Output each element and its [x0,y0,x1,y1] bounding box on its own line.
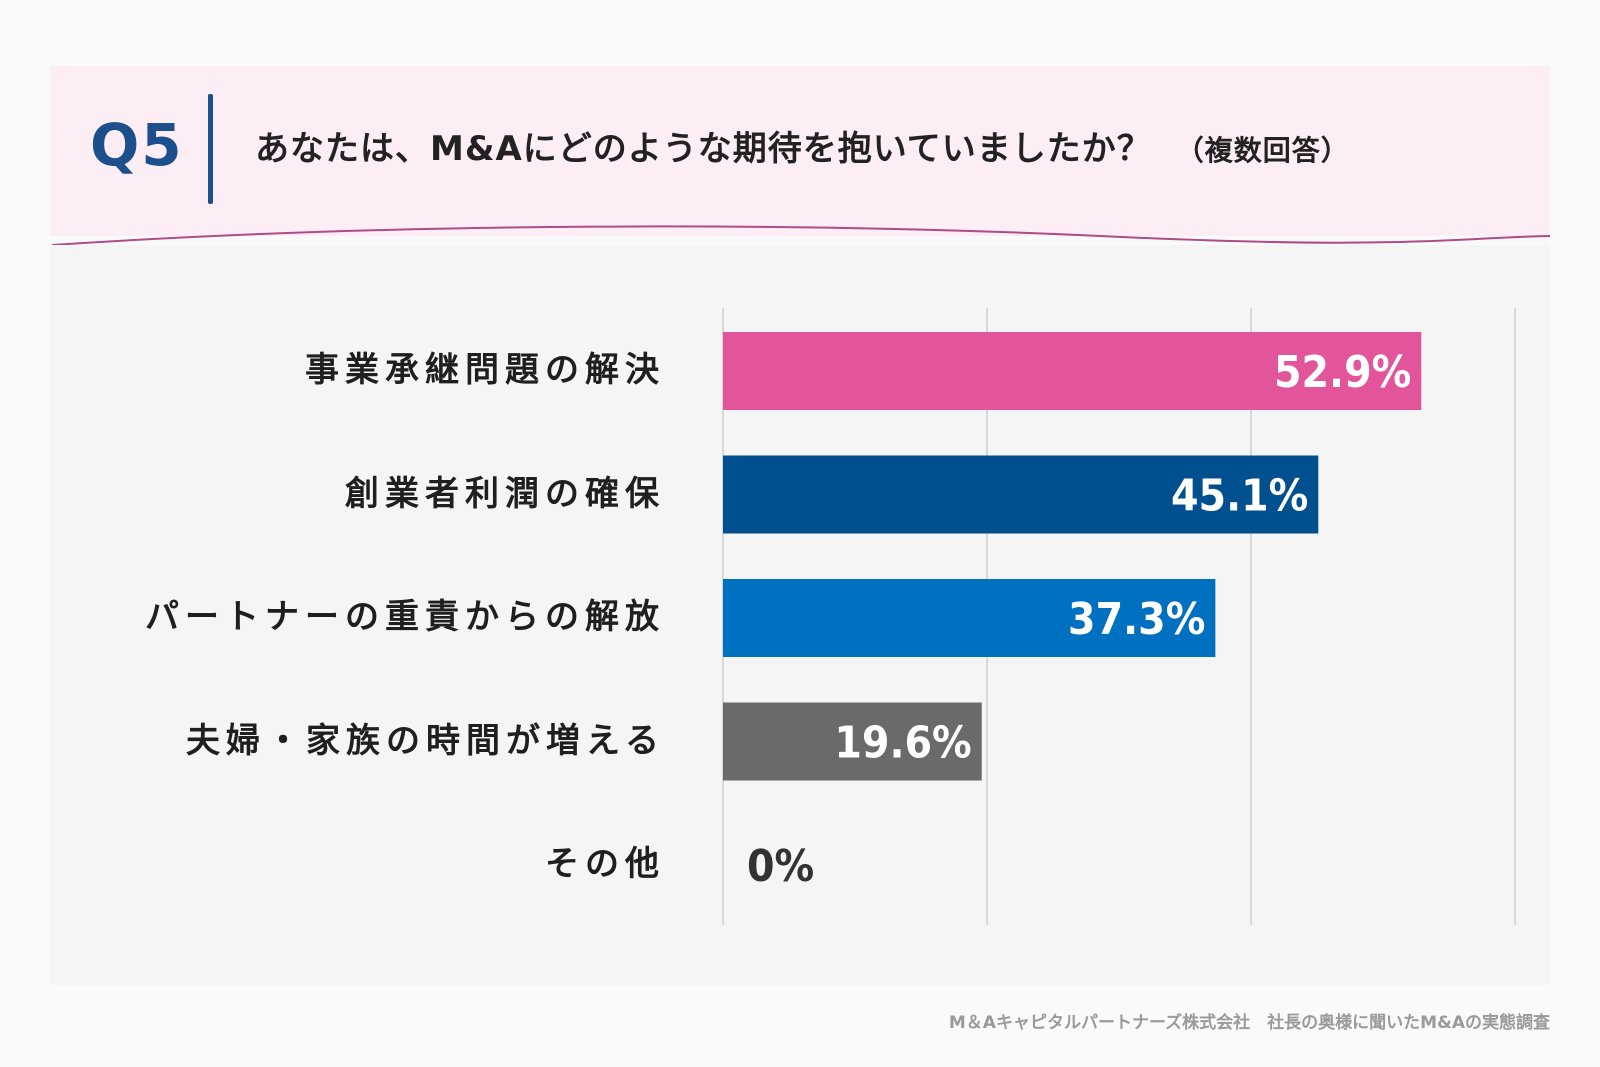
bar-value-label: 37.3% [1068,594,1205,645]
header-wave-line [51,225,1551,246]
category-label: 創業者利潤の確保 [345,473,665,514]
bar [723,579,1216,657]
question-text: あなたは、M&Aにどのような期待を抱いていましたか？ [255,129,1152,169]
bar-value-label: 19.6% [834,718,971,769]
bar [723,332,1422,410]
bar-value-label: 0% [747,841,814,892]
bar [723,702,982,781]
category-label: その他 [545,844,665,884]
question-title: あなたは、M&Aにどのような期待を抱いていましたか？ （複数回答） [255,132,1350,166]
category-label: パートナーの重責からの解放 [145,597,665,637]
bar [723,455,1319,534]
category-label: 夫婦・家族の時間が増える [186,720,665,761]
source-credit: M＆Aキャピタルパートナーズ株式会社 社長の奥様に聞いたM&Aの実態調査 [948,1013,1550,1033]
bar-value-label: 45.1% [1171,471,1308,522]
header-divider [208,94,213,204]
bar-value-label: 52.9% [1274,347,1411,398]
question-number: Q5 [90,111,184,179]
question-note: （複数回答） [1175,134,1350,167]
question-header: Q5 あなたは、M&Aにどのような期待を抱いていましたか？ （複数回答） [50,66,1550,236]
category-label: 事業承継問題の解決 [305,350,665,390]
